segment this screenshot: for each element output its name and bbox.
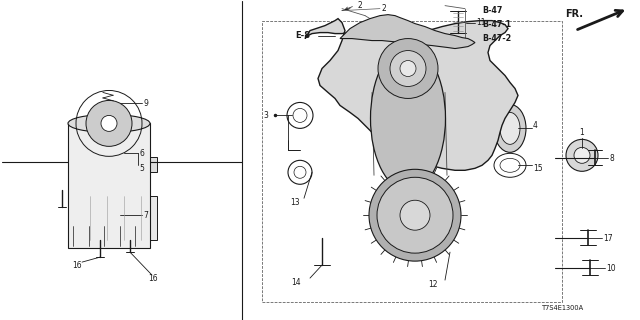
Text: 10: 10 [606,264,616,273]
Text: 13: 13 [291,198,300,207]
Text: E-8: E-8 [295,31,310,40]
Text: B-47-2: B-47-2 [482,34,511,43]
Circle shape [369,169,461,261]
Text: 2: 2 [382,4,387,13]
Circle shape [574,147,590,163]
Text: 5: 5 [139,164,144,173]
Text: 8: 8 [609,154,614,163]
Text: 14: 14 [291,277,301,287]
Bar [72,157,157,172]
Text: 6: 6 [139,149,144,158]
Ellipse shape [107,151,117,155]
Polygon shape [305,19,518,170]
Ellipse shape [68,115,150,132]
Ellipse shape [500,112,520,144]
Text: 12: 12 [429,280,438,289]
Circle shape [101,116,117,132]
Circle shape [86,100,132,146]
Bar [262,20,562,302]
Ellipse shape [371,46,445,191]
Text: 4: 4 [533,121,538,130]
Text: 16: 16 [72,260,82,270]
Text: 7: 7 [143,211,148,220]
Ellipse shape [100,148,124,158]
Text: T7S4E1300A: T7S4E1300A [542,305,584,311]
Circle shape [378,39,438,99]
Bar [72,196,157,240]
Text: B-47: B-47 [482,6,502,15]
Polygon shape [340,15,475,49]
Circle shape [123,179,131,187]
Circle shape [400,200,430,230]
Text: 3: 3 [263,111,268,120]
Text: 17: 17 [603,234,612,243]
Ellipse shape [494,104,526,152]
Circle shape [83,179,91,187]
Text: 1: 1 [580,128,584,137]
Circle shape [400,60,416,76]
Circle shape [390,51,426,86]
Text: 11: 11 [476,18,486,27]
Text: FR.: FR. [565,9,583,19]
Bar [68,124,150,248]
Text: 9: 9 [143,99,148,108]
Text: B-47-1: B-47-1 [482,20,511,29]
Text: 15: 15 [533,164,543,173]
Text: 16: 16 [148,274,157,283]
Circle shape [103,179,111,187]
Bar [99,125,117,129]
Circle shape [377,177,453,253]
Bar [77,169,147,197]
Circle shape [566,140,598,171]
Text: 2: 2 [358,1,363,10]
